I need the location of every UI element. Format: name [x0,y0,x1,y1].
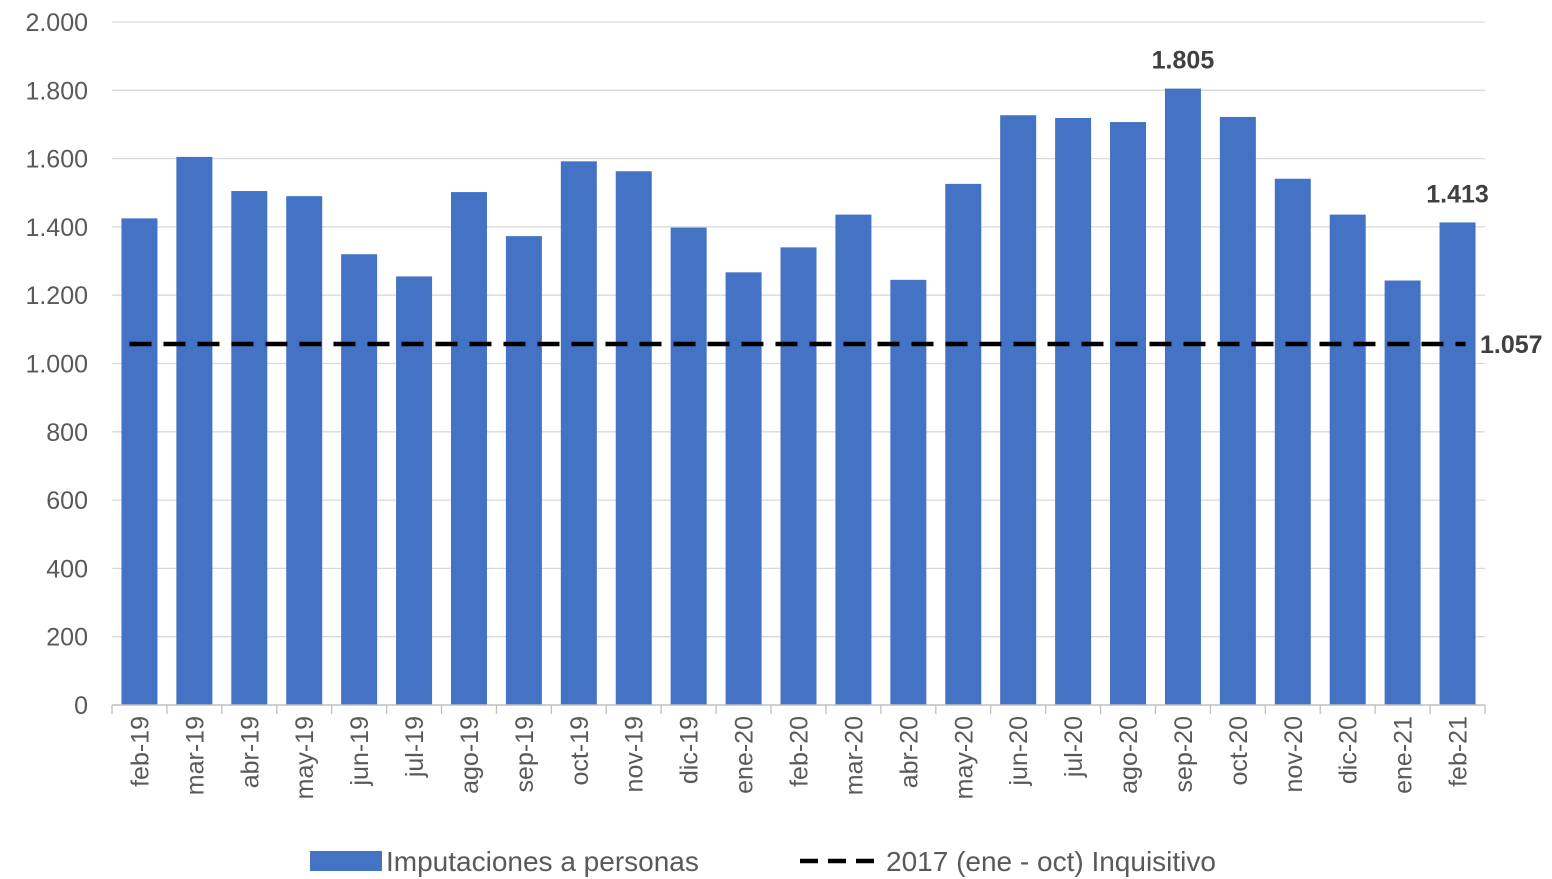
legend-label-bar: Imputaciones a personas [386,846,699,877]
x-tick-label: may-20 [950,716,978,799]
y-tick-label: 800 [46,419,88,447]
x-tick-label: abr-19 [236,716,264,788]
x-tick-label: abr-20 [895,716,923,788]
x-tick-label: jul-19 [401,716,429,778]
bar-ago-19 [450,192,487,705]
x-axis: feb-19 mar-19 abr-19 may-19 jun-19 jul-19 ago-… [111,704,1486,799]
y-tick-label: 1.000 [25,351,88,379]
x-tick-label: jun-20 [1005,716,1033,787]
x-tick-label: jun-19 [346,716,374,787]
data-label: 1.413 [1426,180,1489,208]
x-tick-label: feb-19 [126,716,154,787]
y-tick-label: 400 [46,555,88,583]
legend-swatch-bar [310,851,382,871]
bar-mar-19 [176,156,213,705]
bar-dic-20 [1329,214,1366,705]
bar-oct-19 [560,161,597,705]
bar-abr-19 [231,191,268,706]
bar-sep-19 [505,236,542,706]
bar-ene-20 [725,272,762,705]
x-tick-label: nov-20 [1280,716,1308,792]
y-tick-label: 2.000 [25,9,88,37]
y-tick-label: 200 [46,624,88,652]
x-tick-label: sep-19 [511,716,539,792]
bar-nov-20 [1274,178,1311,705]
y-axis: 0 200 400 600 800 1.000 1.200 1.400 1.600 1.800 2.… [25,9,88,720]
x-tick-label: jul-20 [1060,716,1088,778]
bar-sep-20 [1164,88,1201,705]
y-tick-label: 1.200 [25,282,88,310]
y-tick-label: 1.600 [25,146,88,174]
bar-feb-19 [121,218,158,706]
x-tick-label: oct-19 [566,716,594,785]
legend-label-line: 2017 (ene - oct) Inquisitivo [886,846,1216,877]
bar-may-20 [945,183,982,706]
x-tick-label: feb-21 [1445,716,1473,787]
x-tick-label: ago-19 [456,716,484,794]
x-tick-label: nov-19 [621,716,649,792]
x-tick-label: mar-19 [181,716,209,795]
bar-feb-20 [780,247,817,705]
bar-abr-20 [890,279,927,705]
x-tick-label: ago-20 [1115,716,1143,794]
data-label: 1.057 [1480,331,1543,359]
x-tick-label: mar-20 [840,716,868,795]
bar-series [121,88,1476,706]
y-tick-label: 1.400 [25,214,88,242]
x-tick-label: oct-20 [1225,716,1253,785]
bar-mar-20 [835,214,872,705]
bar-jun-20 [1000,115,1037,706]
x-tick-label: ene-21 [1390,716,1418,794]
bar-jul-19 [396,276,433,705]
bar-feb-21 [1439,222,1476,705]
data-label: 1.805 [1152,47,1215,75]
bar-jun-19 [341,254,378,705]
bar-ene-21 [1384,280,1421,705]
y-tick-label: 1.800 [25,77,88,105]
y-tick-label: 600 [46,487,88,515]
x-tick-label: dic-19 [676,716,704,784]
y-tick-label: 0 [74,692,88,720]
bar-dic-19 [670,227,707,705]
x-tick-label: dic-20 [1335,716,1363,784]
bar-nov-19 [615,171,652,706]
data-labels: 1.805 1.413 1.057 [1152,47,1543,359]
x-tick-label: sep-20 [1170,716,1198,792]
bar-jul-20 [1055,117,1092,706]
x-tick-label: may-19 [291,716,319,799]
bar-ago-20 [1110,122,1147,705]
bar-oct-20 [1219,116,1256,705]
legend: Imputaciones a personas 2017 (ene - oct) … [310,846,1216,877]
x-tick-label: ene-20 [731,716,759,794]
bar-may-19 [286,196,323,706]
x-tick-label: feb-20 [786,716,814,787]
